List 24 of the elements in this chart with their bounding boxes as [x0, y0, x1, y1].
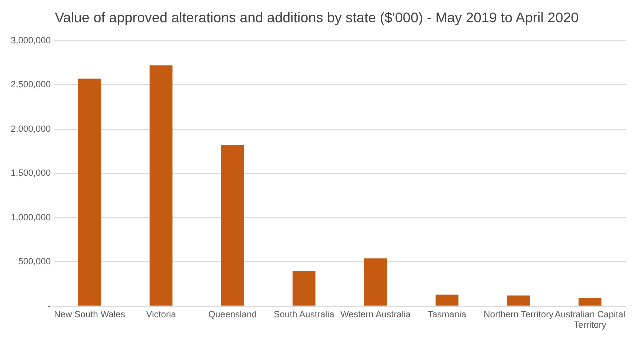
- chart-title: Value of approved alterations and additions by state ($'000) - May 2019 to April 2020: [55, 9, 580, 26]
- bar: [578, 298, 602, 306]
- bar: [436, 294, 459, 306]
- x-tick-label: Queensland: [208, 309, 258, 320]
- x-tick-label: Victoria: [146, 309, 176, 320]
- x-tick-label: South Australia: [274, 309, 335, 320]
- bar: [150, 66, 173, 306]
- x-tick-label: Western Australia: [340, 309, 411, 320]
- y-tick-label: 3,000,000: [10, 35, 52, 46]
- bar: [507, 296, 530, 306]
- x-tick-label: Tasmania: [428, 309, 467, 320]
- x-tick-label: New South Wales: [54, 309, 126, 320]
- y-tick-label: 1,500,000: [10, 168, 52, 178]
- bar: [78, 78, 102, 306]
- bar: [292, 270, 316, 306]
- bar: [364, 258, 388, 306]
- bar: [221, 145, 244, 306]
- x-tick-label: Australian Capital Territory: [554, 309, 626, 330]
- y-tick-label: 2,000,000: [10, 124, 52, 134]
- y-tick-label: -: [48, 300, 52, 311]
- y-tick-label: 2,500,000: [10, 80, 52, 90]
- x-tick-label: Northern Territory: [484, 309, 554, 320]
- y-tick-label: 500,000: [18, 256, 52, 267]
- y-tick-label: 1,000,000: [10, 212, 52, 222]
